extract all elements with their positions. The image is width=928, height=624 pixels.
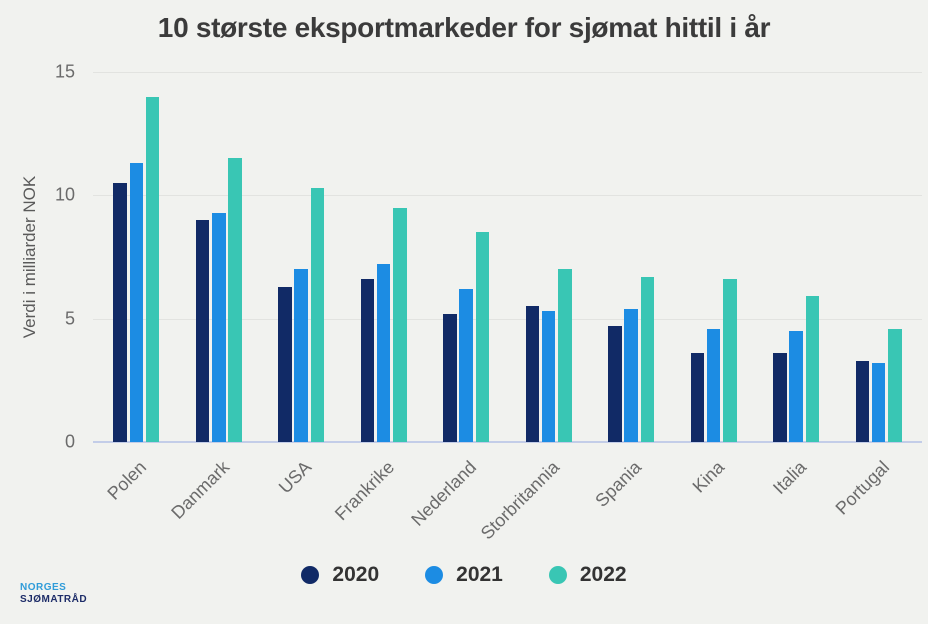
bar-2021-spania — [624, 308, 638, 442]
legend-label-2021: 2021 — [456, 563, 503, 586]
x-axis-line — [93, 441, 922, 443]
x-label-nederland: Nederland — [407, 457, 481, 530]
legend-item-2022: 2022 — [548, 563, 627, 587]
gridline-5 — [93, 318, 922, 320]
bar-2022-kina — [723, 279, 737, 442]
bar-2021-nederland — [459, 289, 473, 442]
logo-text-norges: NORGES — [20, 582, 67, 593]
bar-2020-storbritannia — [525, 306, 540, 442]
bar-2020-polen — [113, 183, 127, 442]
bar-2022-polen — [145, 96, 160, 442]
bar-2022-italia — [805, 296, 820, 442]
x-label-storbritannia: Storbritannia — [476, 457, 563, 544]
bar-2022-frankrike — [393, 207, 407, 442]
gridline-10 — [93, 195, 922, 197]
bar-2020-italia — [773, 353, 787, 442]
bar-group-kina — [690, 72, 737, 442]
bar-2021-portugal — [871, 363, 886, 442]
bar-2021-polen — [129, 163, 144, 442]
bar-group-usa — [278, 72, 325, 442]
bar-2021-kina — [706, 328, 721, 442]
legend-dot-2020 — [301, 566, 320, 584]
bar-2021-usa — [294, 269, 308, 442]
legend-dot-2022 — [548, 566, 567, 584]
legend-dot-2021 — [425, 566, 444, 584]
bar-group-nederland — [443, 72, 490, 442]
plot-area — [93, 72, 922, 443]
legend-label-2020: 2020 — [332, 563, 380, 586]
bar-2020-danmark — [195, 220, 210, 442]
legend-item-2021: 2021 — [425, 563, 503, 587]
y-tick-label-10: 10 — [54, 184, 75, 205]
bar-group-italia — [773, 72, 820, 442]
bar-2021-danmark — [212, 212, 226, 442]
bar-2021-storbritannia — [541, 311, 556, 442]
bar-2020-portugal — [855, 360, 870, 442]
bar-group-danmark — [195, 72, 242, 442]
bar-group-storbritannia — [525, 72, 572, 442]
x-label-frankrike: Frankrike — [330, 457, 398, 525]
bar-2021-frankrike — [376, 264, 391, 442]
bar-2022-nederland — [475, 232, 490, 442]
x-label-usa: USA — [275, 457, 316, 498]
y-tick-label-15: 15 — [54, 61, 75, 82]
bar-2020-kina — [690, 353, 705, 442]
y-tick-label-0: 0 — [64, 431, 75, 452]
norges-sjomatrad-logo: NORGES SJØMATRÅD — [20, 582, 87, 606]
bar-2020-spania — [608, 326, 622, 442]
chart-title: 10 største eksportmarkeder for sjømat hi… — [157, 12, 771, 43]
legend: 2020 2021 2022 — [0, 563, 928, 587]
logo-text-sjomatrad: SJØMATRÅD — [20, 594, 88, 605]
bar-2022-usa — [310, 187, 325, 442]
gridline-15 — [93, 72, 922, 73]
bar-2022-storbritannia — [558, 269, 572, 442]
y-tick-label-5: 5 — [64, 308, 75, 329]
legend-label-2022: 2022 — [579, 563, 627, 586]
x-label-italia: Italia — [769, 457, 811, 499]
bar-2022-danmark — [228, 158, 242, 442]
bar-2020-nederland — [443, 313, 457, 442]
bar-2020-frankrike — [360, 279, 375, 442]
x-label-danmark: Danmark — [167, 457, 233, 523]
legend-item-2020: 2020 — [301, 563, 379, 587]
bar-2020-usa — [278, 286, 292, 442]
bar-2022-spania — [640, 276, 655, 442]
bar-group-polen — [113, 72, 160, 442]
x-label-kina: Kina — [688, 457, 728, 497]
bar-2021-italia — [789, 331, 803, 442]
bar-group-portugal — [855, 72, 902, 442]
bar-group-spania — [608, 72, 655, 442]
x-label-spania: Spania — [591, 457, 646, 511]
x-label-portugal: Portugal — [831, 457, 893, 519]
bar-2022-portugal — [888, 328, 902, 442]
bar-group-frankrike — [360, 72, 407, 442]
